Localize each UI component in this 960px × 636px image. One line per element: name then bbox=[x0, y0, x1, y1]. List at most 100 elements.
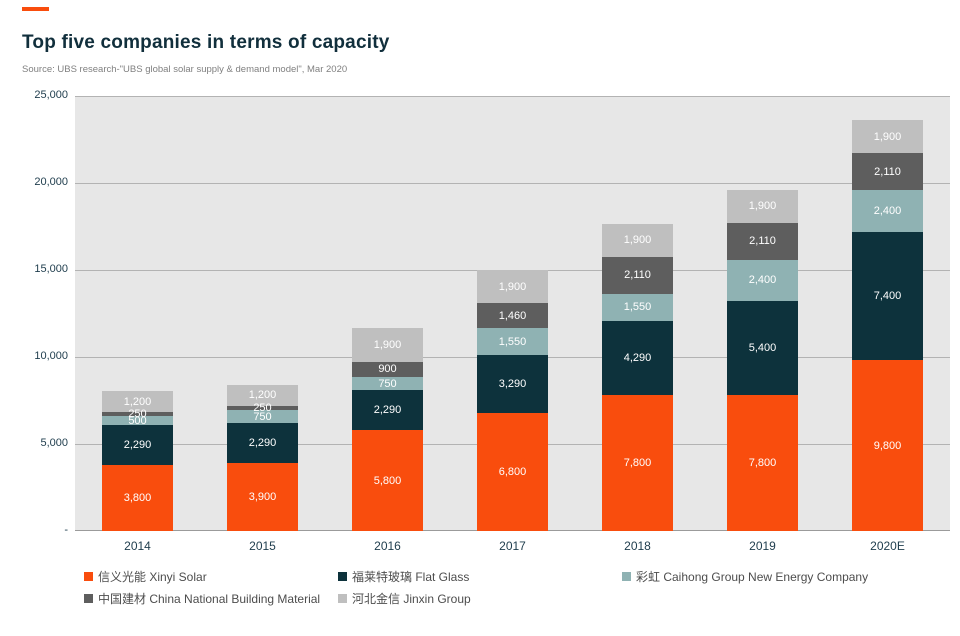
x-axis-label-2017: 2017 bbox=[499, 539, 526, 553]
bar-value-label: 1,550 bbox=[498, 335, 527, 348]
bar-value-label: 1,900 bbox=[748, 200, 777, 213]
bar-value-label: 1,200 bbox=[248, 389, 277, 402]
legend-label: 河北金信 Jinxin Group bbox=[352, 592, 471, 606]
bar-segment-2014: 1,200 bbox=[102, 391, 173, 412]
bar-segment-2018: 4,290 bbox=[602, 320, 673, 396]
bar-value-label: 1,550 bbox=[623, 301, 652, 314]
y-tick-label: 25,000 bbox=[34, 89, 68, 101]
legend-label: 信义光能 Xinyi Solar bbox=[98, 570, 207, 584]
gridline-25,000 bbox=[75, 96, 950, 97]
bar-segment-2019: 1,900 bbox=[727, 189, 798, 223]
bar-value-label: 7,800 bbox=[748, 457, 777, 470]
accent-dash bbox=[22, 7, 49, 11]
bar-segment-2016: 5,800 bbox=[352, 430, 423, 531]
bar-segment-2019: 2,110 bbox=[727, 222, 798, 260]
bar-segment-2015: 2,290 bbox=[227, 423, 298, 464]
bar-segment-2020E: 2,110 bbox=[852, 153, 923, 190]
bar-segment-2014: 500 bbox=[102, 414, 173, 427]
bar-segment-2015: 1,200 bbox=[227, 385, 298, 406]
bar-segment-2015: 250 bbox=[227, 402, 298, 414]
bar-value-label: 5,800 bbox=[373, 474, 402, 487]
bar-segment-2017: 6,800 bbox=[477, 412, 548, 531]
bar-value-label: 5,400 bbox=[748, 342, 777, 355]
bar-value-label: 900 bbox=[378, 363, 397, 376]
bar-segment-2015: 750 bbox=[227, 410, 298, 424]
bar-value-label: 2,400 bbox=[748, 274, 777, 287]
bar-segment-2020E: 1,900 bbox=[852, 120, 923, 154]
legend-label: 彩虹 Caihong Group New Energy Company bbox=[636, 570, 869, 584]
legend-swatch-icon bbox=[84, 594, 93, 603]
bar-value-label: 3,290 bbox=[498, 378, 527, 391]
bar-segment-2020E: 7,400 bbox=[852, 231, 923, 361]
bar-value-label: 2,290 bbox=[248, 437, 277, 450]
bar-value-label: 2,110 bbox=[624, 269, 651, 282]
bar-value-label: 1,900 bbox=[623, 234, 652, 247]
bar-segment-2017: 1,900 bbox=[477, 270, 548, 304]
legend-swatch-icon bbox=[84, 572, 93, 581]
bar-value-label: 7,800 bbox=[623, 457, 652, 470]
bar-value-label: 2,110 bbox=[874, 165, 901, 178]
y-tick-label: - bbox=[64, 524, 68, 536]
bar-value-label: 3,800 bbox=[123, 491, 152, 504]
x-axis-label-2020E: 2020E bbox=[870, 539, 905, 553]
legend-item: 信义光能 Xinyi Solar bbox=[84, 570, 207, 584]
bar-segment-2019: 7,800 bbox=[727, 395, 798, 531]
bar-segment-2020E: 9,800 bbox=[852, 360, 923, 531]
bar-value-label: 2,290 bbox=[373, 404, 402, 417]
bar-segment-2016: 1,900 bbox=[352, 328, 423, 362]
y-tick-label: 15,000 bbox=[34, 263, 68, 275]
legend-item: 彩虹 Caihong Group New Energy Company bbox=[622, 570, 869, 584]
bar-segment-2018: 2,110 bbox=[602, 256, 673, 294]
legend-label: 中国建材 China National Building Material bbox=[98, 592, 321, 606]
bar-value-label: 1,900 bbox=[873, 130, 902, 143]
bar-value-label: 500 bbox=[128, 414, 147, 427]
bar-value-label: 750 bbox=[253, 410, 272, 423]
bar-value-label: 2,110 bbox=[749, 235, 776, 248]
bar-segment-2017: 1,460 bbox=[477, 303, 548, 329]
bar-value-label: 2,290 bbox=[123, 438, 152, 451]
bar-segment-2018: 1,900 bbox=[602, 223, 673, 257]
plot-area: 3,800 2,290 500 250 1,200 3,900 2,290 750 250 1,2… bbox=[75, 96, 950, 531]
bar-segment-2019: 2,400 bbox=[727, 259, 798, 302]
legend-swatch-icon bbox=[622, 572, 631, 581]
bar-value-label: 9,800 bbox=[873, 439, 902, 452]
page-title: Top five companies in terms of capacity bbox=[22, 32, 390, 53]
bar-segment-2020E: 2,400 bbox=[852, 189, 923, 232]
legend-item: 河北金信 Jinxin Group bbox=[338, 592, 471, 606]
legend-item: 中国建材 China National Building Material bbox=[84, 592, 321, 606]
bar-value-label: 4,290 bbox=[623, 351, 652, 364]
bar-segment-2018: 1,550 bbox=[602, 293, 673, 321]
bar-value-label: 1,200 bbox=[123, 395, 152, 408]
bar-value-label: 1,900 bbox=[373, 339, 402, 351]
bar-segment-2015: 3,900 bbox=[227, 463, 298, 531]
y-tick-label: 20,000 bbox=[34, 176, 68, 188]
x-axis-label-2014: 2014 bbox=[124, 539, 151, 553]
bar-value-label: 750 bbox=[378, 377, 397, 390]
bar-segment-2018: 7,800 bbox=[602, 395, 673, 531]
bar-value-label: 2,400 bbox=[873, 204, 902, 217]
legend-item: 福莱特玻璃 Flat Glass bbox=[338, 570, 470, 584]
x-axis-label-2016: 2016 bbox=[374, 539, 401, 553]
legend-label: 福莱特玻璃 Flat Glass bbox=[352, 570, 470, 584]
x-axis-label-2019: 2019 bbox=[749, 539, 776, 553]
bar-value-label: 6,800 bbox=[498, 465, 527, 478]
legend-swatch-icon bbox=[338, 594, 347, 603]
bar-segment-2014: 3,800 bbox=[102, 464, 173, 531]
gridline-20,000 bbox=[75, 183, 950, 184]
legend-swatch-icon bbox=[338, 572, 347, 581]
bar-value-label: 1,900 bbox=[498, 280, 527, 293]
y-tick-label: 5,000 bbox=[40, 437, 68, 449]
bar-segment-2016: 900 bbox=[352, 361, 423, 378]
bar-value-label: 3,900 bbox=[248, 491, 277, 504]
bar-segment-2017: 3,290 bbox=[477, 355, 548, 413]
source-note: Source: UBS research-"UBS global solar s… bbox=[22, 64, 348, 75]
bar-segment-2017: 1,550 bbox=[477, 328, 548, 356]
bar-segment-2016: 750 bbox=[352, 377, 423, 391]
bar-segment-2019: 5,400 bbox=[727, 301, 798, 396]
bar-value-label: 7,400 bbox=[873, 290, 902, 303]
x-axis-label-2018: 2018 bbox=[624, 539, 651, 553]
x-axis-label-2015: 2015 bbox=[249, 539, 276, 553]
bar-segment-2014: 250 bbox=[102, 408, 173, 420]
bar-segment-2014: 2,290 bbox=[102, 425, 173, 465]
y-tick-label: 10,000 bbox=[34, 350, 68, 362]
